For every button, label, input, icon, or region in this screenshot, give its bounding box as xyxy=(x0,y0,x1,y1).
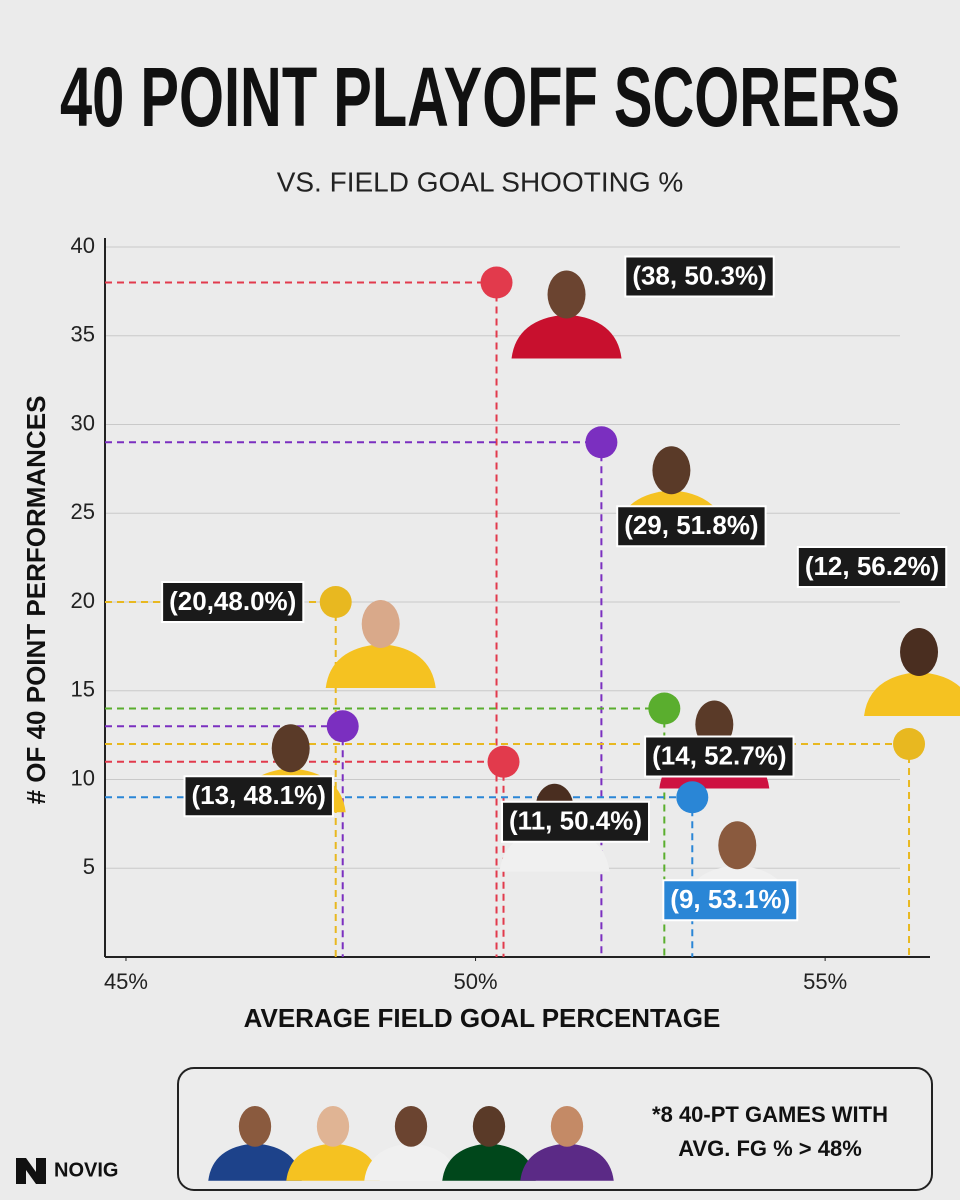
player-body xyxy=(864,672,960,716)
y-tick-label: 15 xyxy=(71,677,95,702)
footnote-line: AVG. FG % > 48% xyxy=(678,1136,862,1161)
player-body xyxy=(286,1143,380,1181)
brand-logo xyxy=(16,1158,46,1184)
player-head xyxy=(547,270,586,319)
value-label-box xyxy=(161,581,305,623)
player-head xyxy=(652,446,691,495)
point xyxy=(319,586,352,618)
y-tick-label: 25 xyxy=(71,499,95,524)
point xyxy=(648,692,681,725)
y-tick-label: 35 xyxy=(71,322,95,347)
value-label: (11, 50.4%) xyxy=(509,806,642,836)
y-tick-label: 40 xyxy=(71,233,95,258)
value-label-box xyxy=(662,879,799,922)
point xyxy=(487,745,520,778)
value-label-box xyxy=(616,505,767,548)
value-label-box xyxy=(624,255,775,298)
y-axis-label: # OF 40 POINT PERFORMANCES xyxy=(21,396,51,805)
player-body xyxy=(511,314,622,359)
player-body xyxy=(364,1143,458,1181)
value-label: (38, 50.3%) xyxy=(632,260,766,290)
player-body xyxy=(325,644,436,688)
y-tick-label: 10 xyxy=(71,765,95,790)
player-head xyxy=(271,724,310,773)
value-label-box xyxy=(796,546,948,588)
x-tick-label: 55% xyxy=(803,969,847,994)
value-label-box xyxy=(644,735,795,778)
point xyxy=(893,728,926,760)
player-head xyxy=(238,1106,272,1147)
player-head xyxy=(394,1106,428,1147)
player-body xyxy=(208,1143,302,1181)
value-label: (12, 56.2%) xyxy=(805,551,939,581)
y-tick-label: 20 xyxy=(71,588,95,613)
brand-name: NOVIG xyxy=(54,1159,118,1181)
x-tick-label: 45% xyxy=(104,969,148,994)
y-tick-label: 5 xyxy=(83,854,95,879)
player-head xyxy=(316,1106,350,1147)
point xyxy=(326,710,359,743)
x-tick-label: 50% xyxy=(454,969,498,994)
point xyxy=(480,266,513,299)
chart-subtitle: VS. FIELD GOAL SHOOTING % xyxy=(277,166,684,197)
value-label-box xyxy=(501,800,651,843)
footnote-line: *8 40-PT GAMES WITH xyxy=(652,1102,888,1127)
point xyxy=(676,781,709,814)
value-label: (9, 53.1%) xyxy=(670,884,790,914)
value-label: (14, 52.7%) xyxy=(652,740,786,770)
player-head xyxy=(900,628,939,676)
value-label: (13, 48.1%) xyxy=(192,780,326,810)
x-axis-label: AVERAGE FIELD GOAL PERCENTAGE xyxy=(244,1003,721,1033)
player-head xyxy=(550,1106,584,1147)
y-tick-label: 30 xyxy=(71,410,95,435)
player-head xyxy=(472,1106,506,1147)
player-head xyxy=(361,600,400,648)
player-body xyxy=(520,1143,614,1181)
value-label-box xyxy=(183,775,334,818)
value-label: (29, 51.8%) xyxy=(624,510,758,540)
player-head xyxy=(718,821,757,870)
chart-title: 40 POINT PLAYOFF SCORERS xyxy=(60,50,900,144)
player-body xyxy=(442,1143,536,1181)
point xyxy=(585,426,618,459)
value-label: (20,48.0%) xyxy=(169,586,296,616)
